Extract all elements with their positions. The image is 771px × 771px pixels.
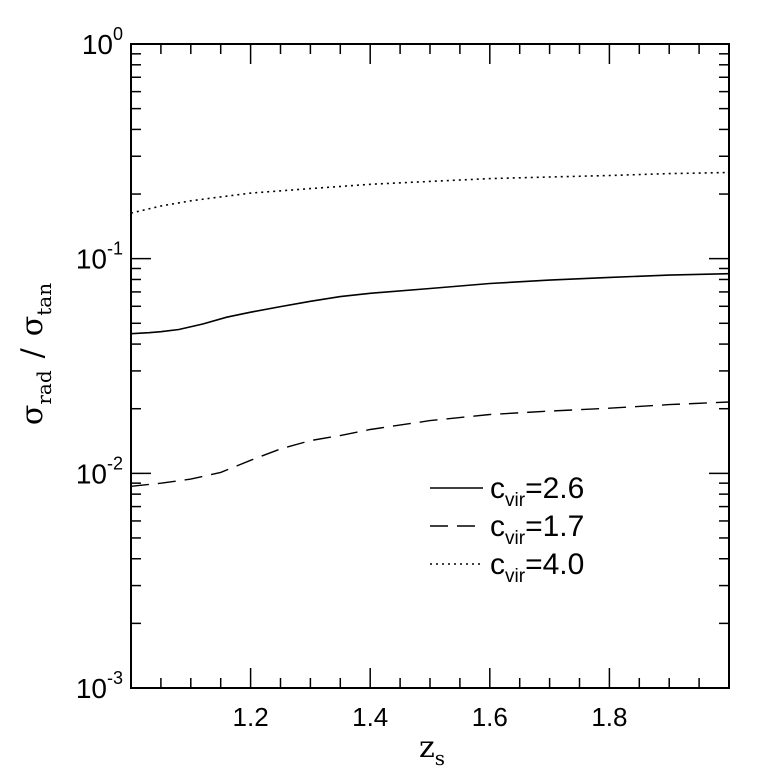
y-axis-label-num-sub: rad — [32, 370, 56, 404]
series-line-1 — [130, 272, 730, 335]
legend-label-3: cvir=4.0 — [490, 548, 584, 587]
legend-label-sub: vir — [505, 490, 526, 511]
legend-label-value: =4.0 — [525, 548, 584, 581]
x-axis-label-main: z — [419, 730, 435, 765]
legend-label-sub: vir — [505, 528, 526, 549]
y-tick-label-exp: 0 — [113, 24, 123, 44]
x-tick-label: 1.8 — [591, 702, 627, 732]
legend-label-sub: vir — [505, 566, 526, 587]
ticks — [131, 43, 729, 689]
y-tick-label: 10-3 — [76, 668, 123, 704]
legend-label-value: =2.6 — [525, 472, 584, 505]
legend-label-value: =1.7 — [525, 510, 584, 543]
y-tick-label-exp: -1 — [107, 239, 123, 259]
y-tick-label: 10-1 — [76, 239, 123, 275]
series-line-2 — [130, 401, 730, 487]
legend-label-base: c — [490, 472, 505, 505]
y-tick-label-base: 10 — [76, 244, 107, 275]
legend-label-base: c — [490, 510, 505, 543]
x-axis-label-sub: s — [435, 746, 445, 770]
series-line-3 — [130, 171, 730, 214]
x-axis-label: zs — [419, 730, 445, 770]
legend-label-2: cvir=1.7 — [490, 510, 584, 549]
y-axis-label-sep: / — [15, 347, 50, 358]
y-axis-label-den: σ — [15, 316, 50, 336]
y-tick-label-exp: -3 — [107, 668, 123, 688]
series — [130, 171, 730, 487]
plot-frame — [130, 43, 730, 689]
legend-label-1: cvir=2.6 — [490, 472, 584, 511]
y-tick-label-base: 10 — [76, 673, 107, 704]
y-tick-label: 100 — [82, 24, 123, 60]
x-tick-label: 1.2 — [233, 702, 269, 732]
y-tick-label-base: 10 — [76, 458, 107, 489]
y-axis-label-den-sub: tan — [32, 283, 56, 316]
legend-label-base: c — [490, 548, 505, 581]
y-tick-label-exp: -2 — [107, 453, 123, 473]
x-tick-label: 1.4 — [352, 702, 388, 732]
x-tick-label: 1.6 — [472, 702, 508, 732]
y-tick-label-base: 10 — [82, 29, 113, 60]
y-axis-label-num: σ — [15, 405, 50, 425]
y-tick-label: 10-2 — [76, 453, 123, 489]
y-axis-label: σrad/σtan — [15, 283, 56, 425]
